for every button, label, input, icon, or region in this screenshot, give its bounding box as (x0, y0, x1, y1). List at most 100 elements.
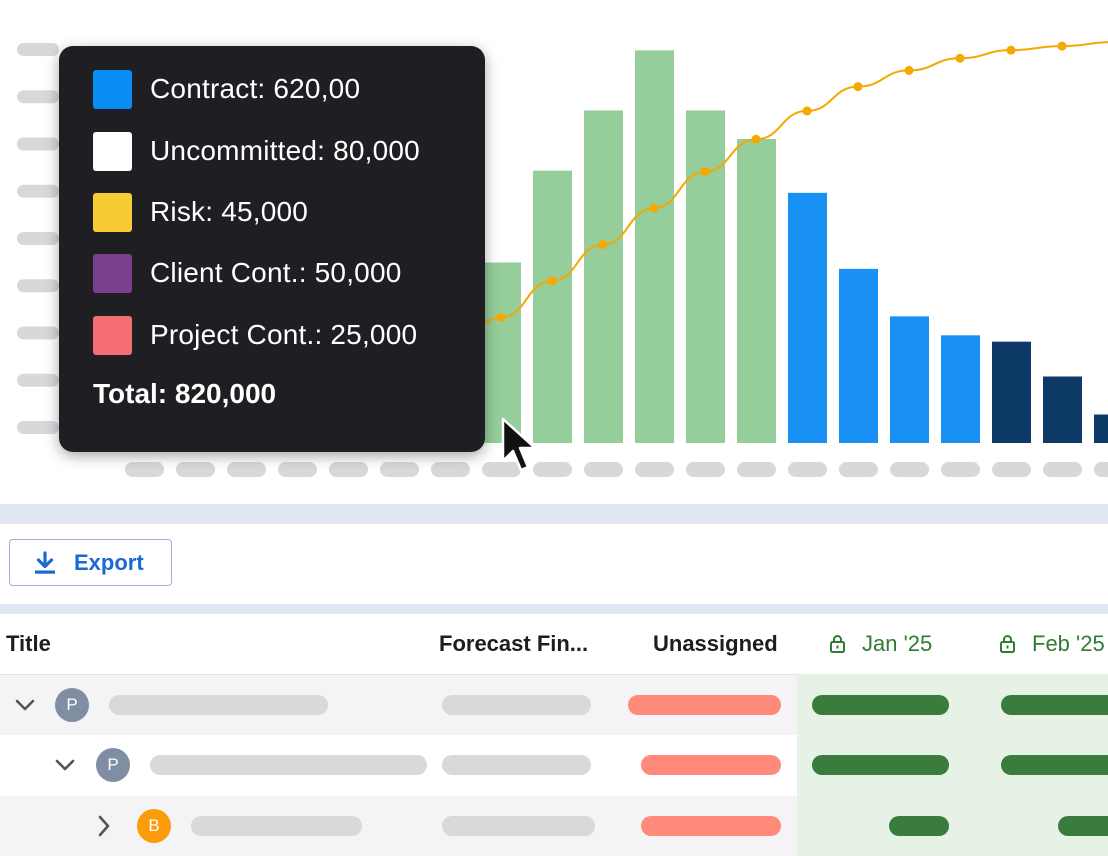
bar (788, 192, 827, 443)
bar (1094, 414, 1108, 443)
chevron-right-icon[interactable] (96, 814, 112, 838)
section-divider (0, 604, 1108, 614)
export-button[interactable]: Export (9, 539, 172, 586)
unassigned-placeholder (628, 695, 781, 715)
x-tick-label (788, 462, 827, 477)
x-tick-label (839, 462, 878, 477)
jan-value-placeholder (889, 816, 949, 836)
forecast-placeholder (442, 816, 595, 836)
y-tick-label (17, 279, 59, 293)
feb-value-placeholder (1001, 755, 1108, 775)
x-tick-label (686, 462, 725, 477)
tooltip-item-project-cont: Project Cont.: 25,000 (93, 315, 417, 355)
x-tick-label (533, 462, 572, 477)
column-header-title[interactable]: Title (6, 631, 51, 656)
x-tick-label (329, 462, 368, 477)
feb-value-placeholder (1001, 695, 1108, 715)
line-point (700, 167, 710, 177)
line-point (802, 106, 812, 116)
table-row[interactable]: P (0, 735, 797, 795)
bar (992, 341, 1031, 443)
column-header-jan[interactable]: Jan '25 (829, 614, 932, 674)
y-tick-label (17, 326, 59, 340)
tooltip-item-label: Uncommitted: 80,000 (150, 135, 420, 166)
line-point (1057, 41, 1067, 51)
x-tick-label (1094, 462, 1108, 477)
x-tick-label (482, 462, 521, 477)
column-header-forecast[interactable]: Forecast Fin... (439, 631, 589, 656)
toolbar: Export (0, 524, 1108, 604)
jan-value-placeholder (812, 695, 949, 715)
x-tick-label (1043, 462, 1082, 477)
column-header-feb[interactable]: Feb '25 (999, 614, 1105, 674)
tooltip-item-label: Contract: 620,00 (150, 73, 361, 104)
tooltip-item-client-cont: Client Cont.: 50,000 (93, 253, 402, 293)
tooltip-item-label: Client Cont.: 50,000 (150, 257, 402, 288)
bar (1043, 376, 1082, 443)
line-point (649, 203, 659, 213)
bar (737, 139, 776, 443)
mouse-pointer-icon (501, 417, 537, 472)
avatar: P (96, 748, 130, 782)
bar (533, 170, 572, 443)
export-label: Export (74, 549, 144, 575)
x-tick-label (737, 462, 776, 477)
tooltip-item-uncommitted: Uncommitted: 80,000 (93, 131, 420, 171)
x-tick-label (584, 462, 623, 477)
forecast-placeholder (442, 695, 591, 715)
x-tick-label (125, 462, 164, 477)
download-icon (35, 550, 55, 574)
bar (635, 50, 674, 443)
uncommitted-swatch (93, 131, 132, 171)
column-header-unassigned[interactable]: Unassigned (653, 631, 778, 656)
month-label: Jan '25 (862, 631, 933, 656)
project-cont-swatch (93, 315, 132, 355)
forecast-placeholder (442, 755, 591, 775)
x-tick-label (278, 462, 317, 477)
table-row[interactable]: B (0, 796, 797, 856)
line-point (598, 240, 608, 250)
x-tick-label (635, 462, 674, 477)
client-cont-swatch (93, 253, 132, 293)
y-tick-label (17, 373, 59, 387)
jan-value-placeholder (812, 755, 949, 775)
line-point (751, 134, 761, 144)
y-tick-label (17, 232, 59, 245)
chevron-down-icon[interactable] (54, 757, 76, 773)
x-tick-label (380, 462, 419, 477)
x-tick-label (176, 462, 215, 477)
tooltip-item-label: Project Cont.: 25,000 (150, 319, 418, 350)
line-point (547, 276, 557, 286)
line-point (955, 53, 965, 63)
table-header: Title Forecast Fin... Unassigned Jan '25… (0, 614, 1108, 675)
bar (584, 110, 623, 443)
bar (839, 268, 878, 443)
avatar: B (137, 809, 171, 843)
y-tick-label (17, 90, 59, 104)
x-tick-label (992, 462, 1031, 477)
line-point (1006, 45, 1016, 55)
title-placeholder (191, 816, 362, 836)
avatar: P (55, 688, 89, 722)
risk-swatch (93, 192, 132, 232)
unassigned-placeholder (641, 816, 781, 836)
section-divider (0, 504, 1108, 524)
contract-swatch (93, 69, 132, 109)
line-point (496, 312, 506, 322)
y-tick-label (17, 184, 59, 198)
tooltip-total: Total: 820,000 (93, 378, 277, 409)
y-tick-label (17, 43, 59, 56)
title-placeholder (109, 695, 328, 715)
bar (941, 335, 980, 443)
chevron-down-icon[interactable] (14, 697, 36, 713)
unassigned-placeholder (641, 755, 781, 775)
table-row[interactable]: P (0, 675, 797, 735)
feb-value-placeholder (1058, 816, 1108, 836)
y-tick-label (17, 137, 59, 151)
data-table: Title Forecast Fin... Unassigned Jan '25… (0, 614, 1108, 856)
chart-area: Contract: 620,00 Uncommitted: 80,000 Ris… (17, 41, 1108, 477)
tooltip-item-label: Risk: 45,000 (150, 196, 309, 227)
month-label: Feb '25 (1032, 631, 1105, 656)
x-tick-label (431, 462, 470, 477)
lock-icon (830, 635, 845, 653)
